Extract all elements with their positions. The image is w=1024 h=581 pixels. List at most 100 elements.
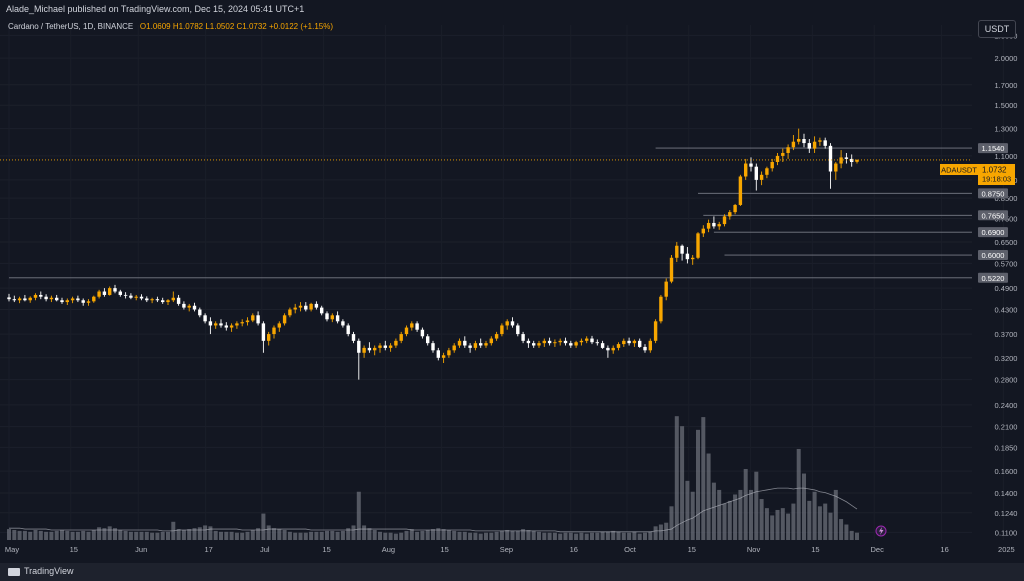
candle-body	[76, 298, 80, 301]
candle-body	[44, 296, 48, 300]
volume-bar	[616, 531, 621, 540]
volume-bar	[590, 532, 594, 540]
candle-body	[182, 303, 186, 308]
volume-bar	[282, 529, 287, 540]
price-chart[interactable]: 2.30002.00001.70001.50001.30001.10000.95…	[0, 18, 1024, 563]
candle-body	[224, 325, 228, 328]
volume-bar	[160, 531, 165, 540]
candle-body	[229, 325, 234, 328]
candle-body	[436, 350, 440, 358]
candle-body	[579, 340, 584, 343]
volume-bar	[187, 529, 192, 540]
currency-button[interactable]: USDT	[978, 20, 1016, 38]
volume-bar	[812, 491, 817, 540]
candle-body	[102, 291, 107, 295]
volume-bar	[526, 529, 531, 540]
volume-bar	[54, 530, 59, 540]
candle-body	[542, 340, 546, 344]
candle-body	[691, 257, 695, 260]
volume-bar	[701, 417, 706, 540]
candle-body	[479, 343, 483, 346]
y-tick-label: 1.5000	[995, 101, 1018, 110]
volume-bar	[817, 506, 822, 540]
candle-body	[526, 340, 531, 344]
candle-body	[341, 321, 345, 326]
volume-bar	[833, 489, 838, 540]
y-tick-label: 1.1000	[995, 152, 1018, 161]
candle-body	[500, 325, 504, 335]
volume-bar	[706, 453, 711, 540]
x-tick-label: May	[5, 545, 19, 554]
x-tick-label: Jun	[135, 545, 147, 554]
volume-bar	[547, 532, 552, 540]
candle-body	[267, 334, 271, 341]
volume-bar	[378, 531, 382, 540]
candle-body	[855, 159, 859, 162]
x-tick-label: Aug	[382, 545, 395, 554]
volume-bar	[648, 531, 653, 540]
candle-body	[532, 343, 536, 346]
candle-body	[373, 347, 377, 351]
candle-body	[192, 305, 197, 310]
candle-body	[701, 228, 705, 234]
candle-body	[399, 334, 403, 341]
volume-bar	[118, 529, 123, 540]
volume-bar	[49, 531, 54, 540]
level-tag-label: 0.7650	[982, 211, 1005, 220]
candle-body	[484, 343, 488, 346]
candle-body	[595, 342, 599, 344]
candle-body	[627, 340, 631, 344]
x-tick-label: 15	[440, 545, 448, 554]
candle-body	[139, 296, 144, 299]
volume-bar	[155, 532, 160, 540]
volume-bar	[738, 489, 743, 540]
candle-body	[738, 176, 743, 205]
candle-body	[606, 347, 610, 351]
volume-bar	[770, 515, 775, 540]
level-tag-box	[978, 272, 1008, 283]
volume-bar	[309, 531, 314, 540]
candle-body	[404, 327, 409, 335]
candle-body	[759, 174, 764, 180]
level-tag-box	[978, 227, 1008, 238]
volume-bar	[537, 531, 541, 540]
candle-body	[335, 315, 340, 322]
candle-body	[828, 145, 833, 172]
candle-body	[320, 307, 324, 314]
candle-body	[70, 298, 75, 301]
tradingview-logo[interactable]: TradingView	[8, 566, 74, 576]
volume-bar	[266, 525, 271, 540]
candle-body	[410, 323, 414, 328]
volume-bar	[340, 530, 345, 540]
candle-body	[659, 296, 663, 322]
volume-bar	[287, 531, 292, 540]
candle-body	[245, 320, 250, 323]
volume-bar	[855, 532, 859, 540]
y-tick-label: 0.1850	[995, 443, 1018, 452]
volume-bar	[690, 491, 695, 540]
candle-body	[569, 343, 573, 346]
volume-bar	[484, 532, 488, 540]
volume-bar	[605, 531, 610, 540]
volume-bar	[452, 530, 457, 540]
candle-body	[198, 309, 202, 316]
candle-body	[55, 297, 59, 301]
volume-bar	[86, 531, 91, 540]
lightning-icon[interactable]	[875, 525, 887, 537]
candle-body	[171, 297, 175, 301]
volume-bar	[335, 531, 340, 540]
x-tick-label: 16	[940, 545, 948, 554]
candle-body	[214, 323, 218, 326]
x-tick-label: Jul	[260, 545, 270, 554]
x-tick-label: Nov	[747, 545, 761, 554]
level-tag-label: 0.5220	[982, 274, 1005, 283]
candle-body	[728, 212, 732, 217]
candle-body	[521, 334, 525, 341]
volume-bar	[494, 531, 499, 540]
candle-body	[97, 291, 101, 297]
volume-bar	[717, 489, 722, 540]
volume-bar	[552, 532, 557, 540]
volume-bar	[510, 530, 515, 540]
volume-bar	[261, 513, 266, 540]
level-tags: 1.1540 0.8750 0.7650 0.6900 0.6000 0.5220	[978, 143, 1008, 283]
